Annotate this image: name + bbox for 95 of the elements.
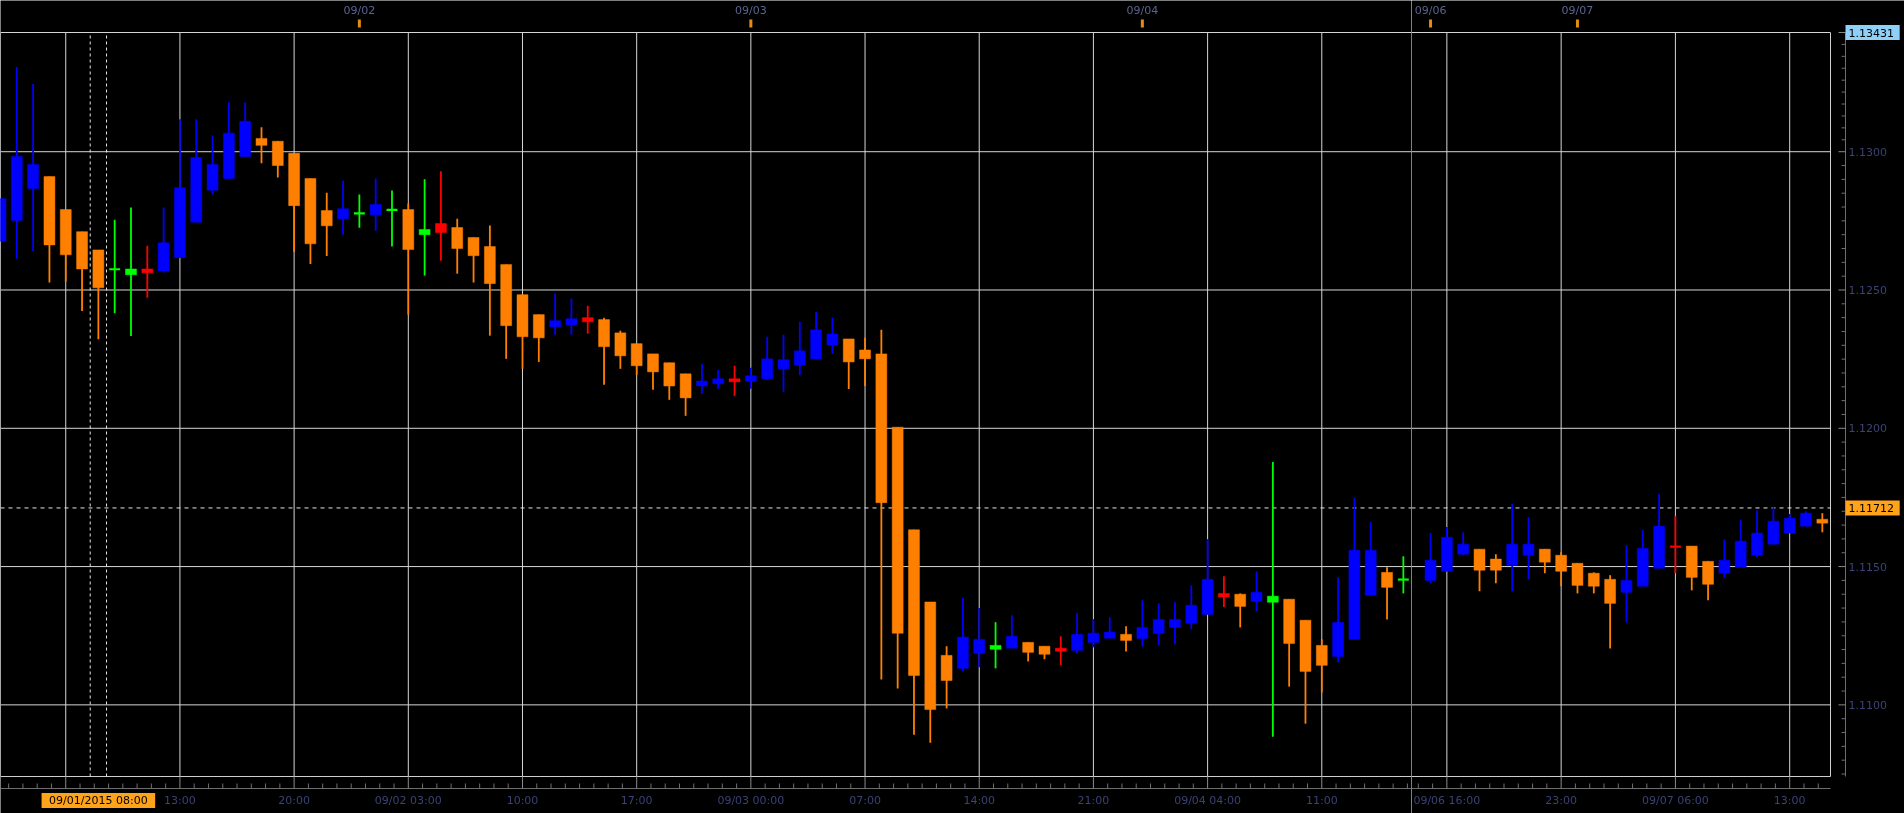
- candlestick: [696, 362, 708, 395]
- candlestick: [467, 236, 480, 284]
- candlestick: [1381, 566, 1393, 621]
- candlestick: [1506, 503, 1518, 593]
- x2-tick-label: 09/07: [1561, 4, 1594, 17]
- x-tick-label: 20:00: [278, 794, 310, 807]
- candlestick: [826, 316, 839, 355]
- x-tick-label: 07:00: [849, 794, 881, 807]
- candlestick: [614, 329, 627, 370]
- candlestick: [1718, 538, 1731, 580]
- candlestick: [973, 607, 985, 669]
- candlestick: [712, 369, 724, 390]
- x-tick-label: 09/04 04:00: [1174, 794, 1242, 807]
- candlestick: [337, 179, 349, 236]
- x-tick-label: 10:00: [506, 794, 539, 807]
- candlestick: [1767, 506, 1780, 546]
- x2-tick-label: 09/02: [343, 4, 376, 17]
- candlestick: [1136, 599, 1149, 648]
- candlestick: [1588, 571, 1600, 595]
- text: 09/01/2015 08:00: [49, 794, 148, 807]
- candlestick: [1218, 575, 1230, 608]
- candlestick: [1571, 562, 1584, 595]
- candlestick: [1087, 618, 1100, 649]
- candlestick: [435, 170, 447, 262]
- candlestick: [647, 352, 659, 391]
- candlestick: [728, 364, 741, 397]
- candlestick: [1751, 509, 1763, 559]
- x2-tick-label: 09/03: [735, 4, 767, 17]
- x-tick-label: 09/03 00:00: [717, 794, 785, 807]
- candlestick: [663, 361, 676, 401]
- candlestick: [1267, 461, 1279, 738]
- candlestick: [108, 218, 122, 315]
- candlestick: [859, 336, 871, 387]
- x-tick-label: 13:00: [164, 794, 196, 807]
- candlestick: [418, 178, 431, 277]
- candlestick: [255, 126, 268, 165]
- candlestick: [1555, 551, 1567, 588]
- candlestick: [1816, 512, 1829, 534]
- candlestick: [1620, 544, 1633, 624]
- candlestick: [1250, 570, 1263, 613]
- candlestick: [1006, 614, 1018, 650]
- candlestick: [1152, 602, 1165, 647]
- candlestick: [843, 338, 855, 390]
- candlestick: [745, 366, 757, 390]
- candlestick: [125, 206, 137, 337]
- candlestick: [1473, 548, 1486, 593]
- y-tick-label: 1.1100: [1848, 698, 1887, 712]
- candlestick: [761, 335, 773, 381]
- candlestick: [1071, 612, 1083, 655]
- candlestick: [141, 244, 154, 299]
- candlestick: [1234, 592, 1246, 629]
- candlestick: [1702, 560, 1714, 602]
- candlestick: [1668, 515, 1682, 575]
- candlestick: [1539, 548, 1551, 575]
- candlestick: [1490, 553, 1502, 585]
- candlestick: [1055, 635, 1067, 667]
- candlestick: [1022, 641, 1034, 663]
- x2-tick-label: 09/04: [1126, 4, 1159, 17]
- candlestick: [369, 177, 382, 232]
- x-tick-label: 13:00: [1773, 794, 1806, 807]
- candlestick: [533, 313, 545, 363]
- x-tick-label: 21:00: [1077, 794, 1110, 807]
- candlestick: [1522, 516, 1535, 581]
- y-tick-label: 1.1150: [1848, 560, 1887, 574]
- candlestick: [549, 292, 561, 336]
- y-tick-label: 1.1250: [1848, 284, 1887, 297]
- candlestick: [1783, 513, 1796, 535]
- candlestick: [1424, 532, 1437, 584]
- candlestick: [321, 191, 333, 257]
- y-tick-label: 1.13431: [1848, 26, 1894, 40]
- candlestick: [1169, 601, 1181, 646]
- x-tick-label: 09/07 06:00: [1641, 794, 1709, 807]
- x-tick-label: 11:00: [1305, 794, 1338, 807]
- candlestick: [630, 342, 643, 376]
- candlestick: [565, 297, 578, 336]
- candlestick: [989, 621, 1002, 670]
- candlestick: [1316, 638, 1328, 694]
- ref-line-label: 1.11712: [1848, 501, 1894, 515]
- x-tick-label: 14:00: [963, 794, 996, 807]
- x-tick-label: 09/06 16:00: [1413, 794, 1481, 807]
- x2-tick-label: 09/06: [1414, 4, 1447, 17]
- y-tick-label: 1.1300: [1848, 145, 1887, 159]
- candlestick: [582, 304, 594, 335]
- candlestick: [777, 333, 790, 393]
- candlestick: [1185, 584, 1197, 631]
- candlestick: [1104, 616, 1116, 640]
- x-tick-label: 23:00: [1545, 794, 1577, 807]
- candlestick: [1120, 625, 1132, 653]
- x-tick-label: 17:00: [620, 794, 653, 807]
- candlestick: [352, 193, 366, 229]
- y-tick-label: 1.1200: [1848, 422, 1887, 436]
- candlestick: [451, 217, 463, 275]
- candlestick: [1396, 555, 1410, 595]
- candlestick: [794, 320, 806, 377]
- x-tick-label: 09/02 03:00: [374, 794, 442, 807]
